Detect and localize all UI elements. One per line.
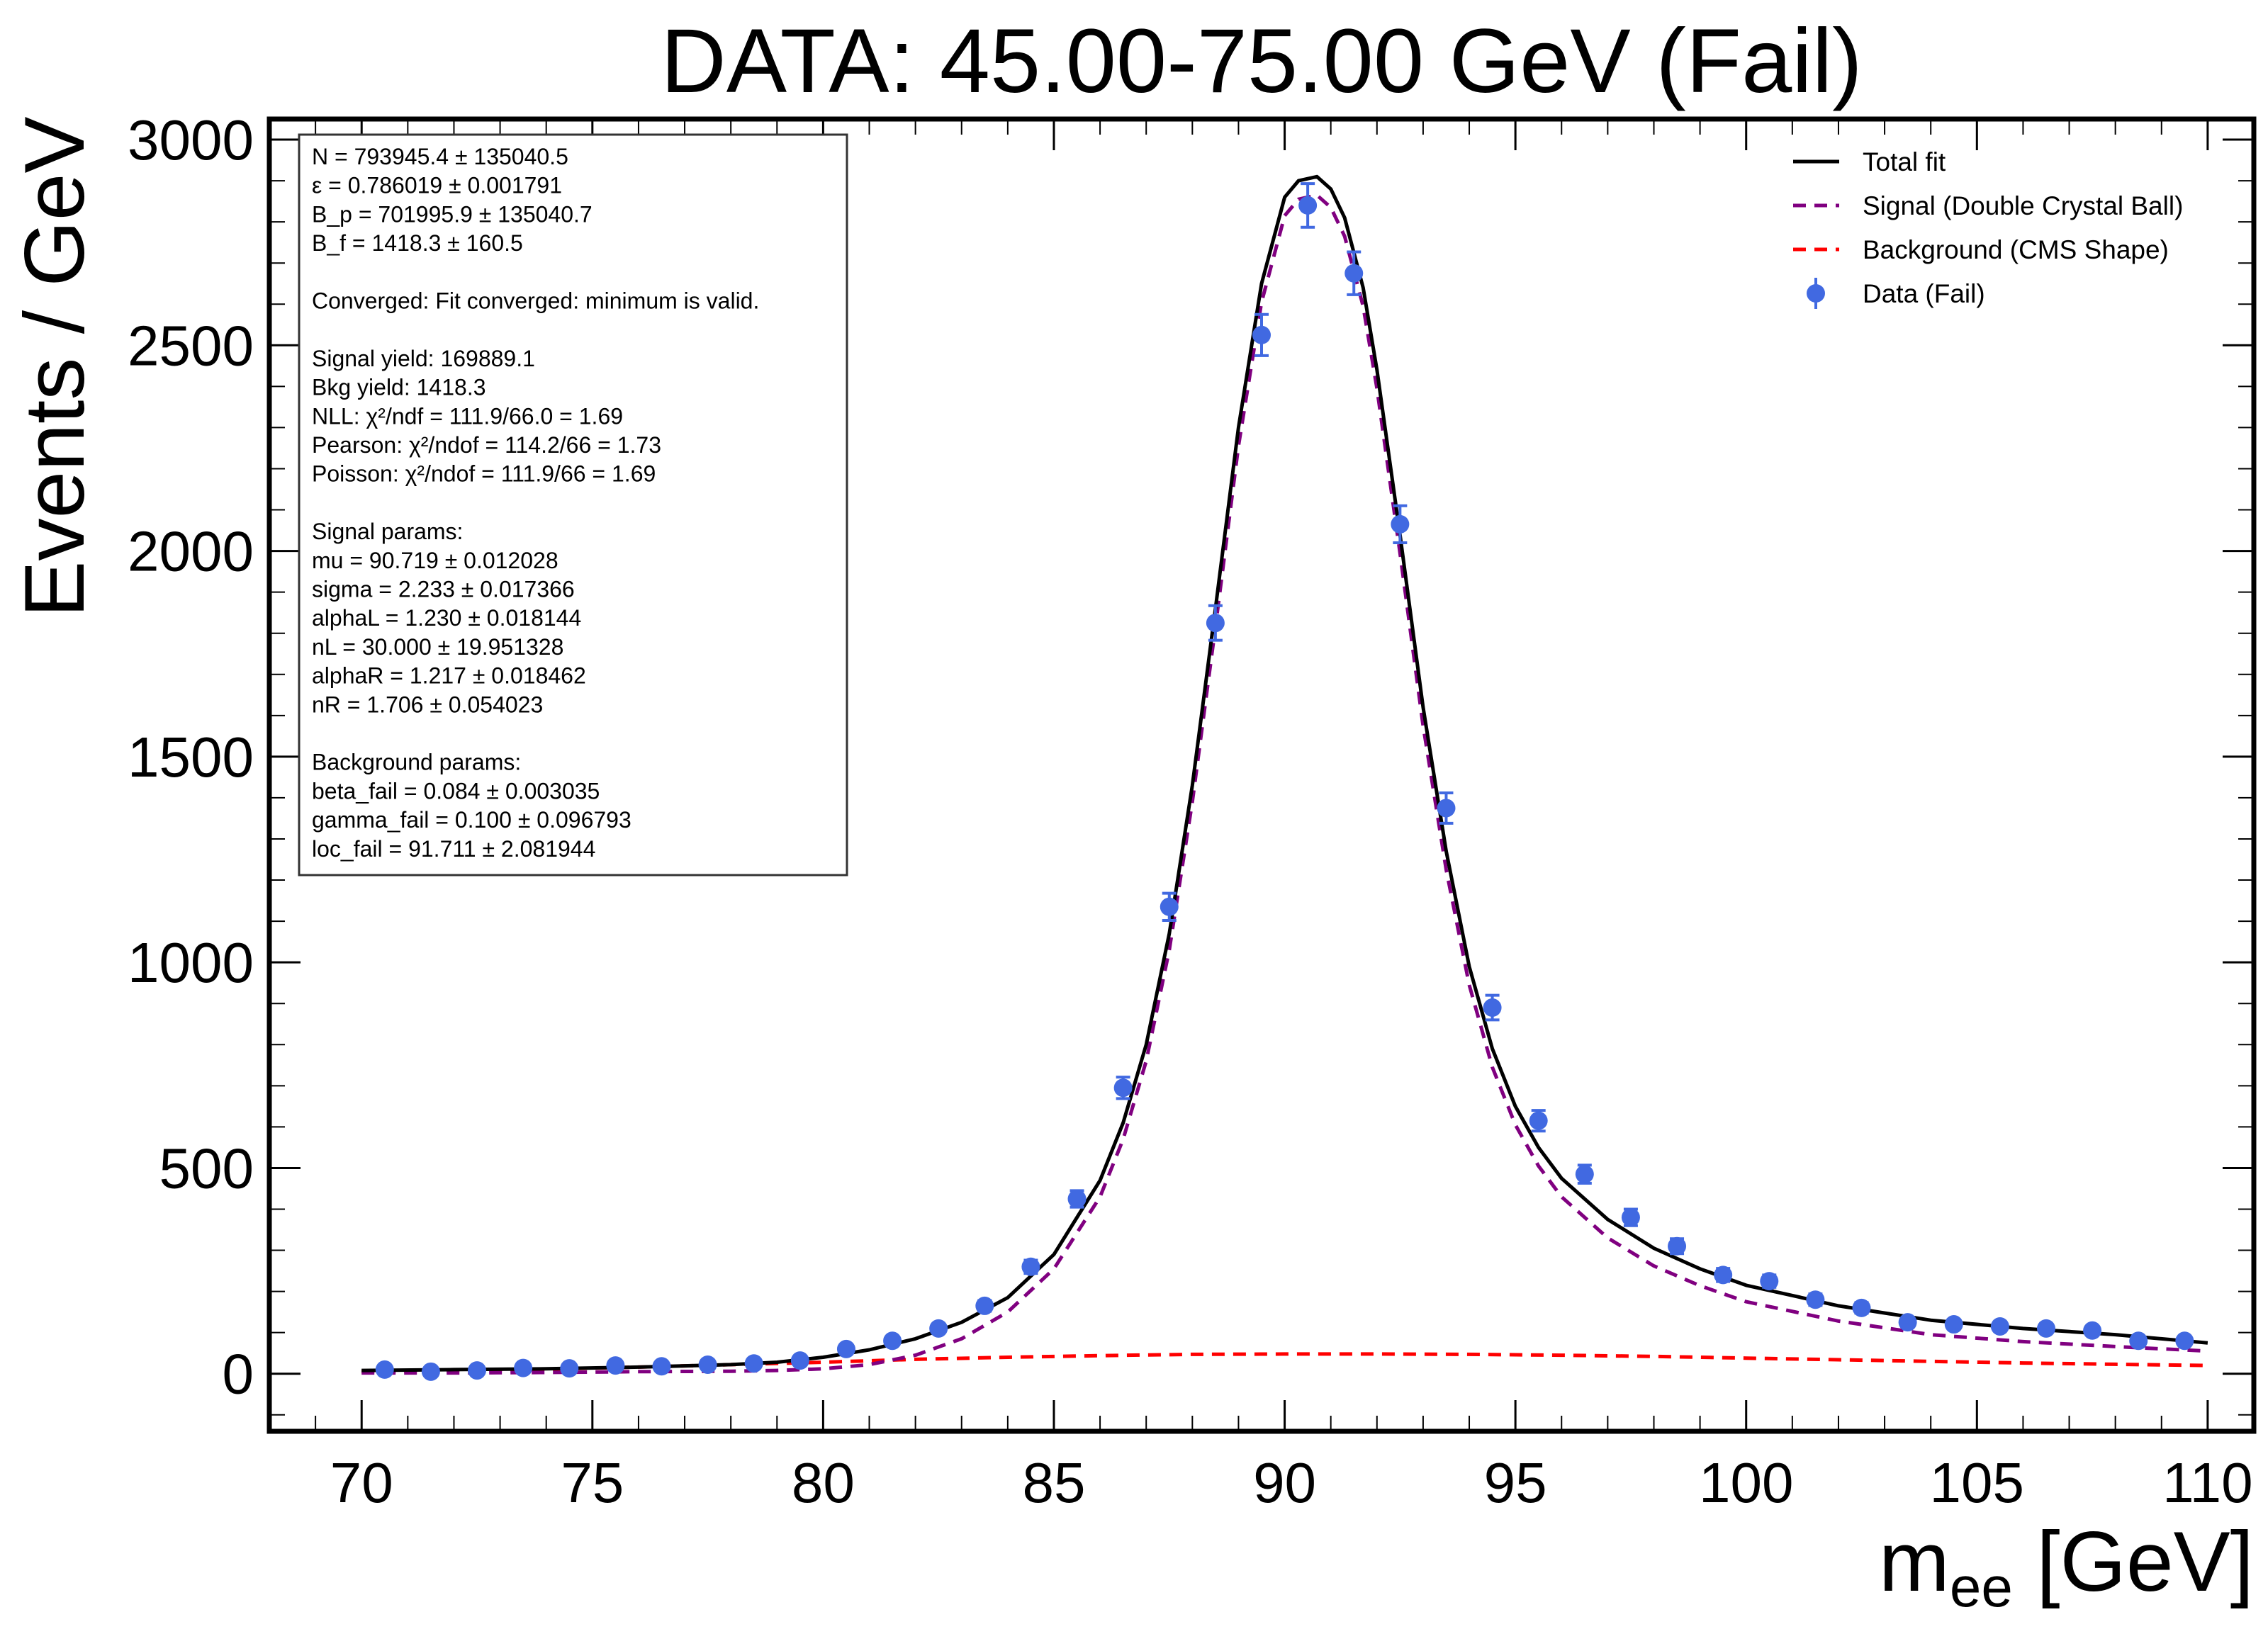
stats-line: N = 793945.4 ± 135040.5 (312, 144, 568, 169)
plot-frame (266, 116, 2257, 1434)
data-point (1806, 1290, 1825, 1309)
data-point (1760, 1272, 1779, 1291)
x-axis-label-unit: [GeV] (2013, 1514, 2254, 1609)
stats-line: B_p = 701995.9 ± 135040.7 (312, 201, 593, 227)
stats-line: Pearson: χ²/ndof = 114.2/66 = 1.73 (312, 432, 661, 458)
stats-line: beta_fail = 0.084 ± 0.003035 (312, 778, 600, 804)
data-point (560, 1359, 579, 1378)
x-axis-label: mee [GeV] (1879, 1514, 2254, 1618)
data-point (1852, 1298, 1871, 1317)
data-point (2175, 1331, 2194, 1351)
data-point (1160, 897, 1179, 916)
data-point (1621, 1208, 1640, 1227)
x-axis-label-main: m (1879, 1514, 1950, 1609)
stats-line: loc_fail = 91.711 ± 2.081944 (312, 836, 595, 862)
legend-label: Background (CMS Shape) (1863, 235, 2169, 264)
data-point (1898, 1313, 1917, 1332)
y-tick-label: 500 (159, 1137, 254, 1200)
stats-line: B_f = 1418.3 ± 160.5 (312, 230, 523, 256)
stats-line: gamma_fail = 0.100 ± 0.096793 (312, 807, 631, 833)
y-tick-label: 0 (223, 1343, 254, 1406)
data-point (421, 1362, 440, 1381)
stats-line: Poisson: χ²/ndof = 111.9/66 = 1.69 (312, 461, 656, 487)
data-point (468, 1361, 487, 1380)
x-tick-label: 110 (2162, 1451, 2253, 1514)
y-tick-label: 2000 (128, 520, 254, 583)
stats-line: nL = 30.000 ± 19.951328 (312, 634, 563, 660)
data-point (2083, 1321, 2102, 1340)
stats-line: alphaR = 1.217 ± 0.018462 (312, 663, 586, 689)
data-point (1113, 1078, 1133, 1098)
legend-label: Data (Fail) (1863, 279, 1985, 308)
data-point (975, 1296, 994, 1315)
y-tick-label: 2500 (128, 314, 254, 377)
data-point (1067, 1189, 1087, 1208)
data-point (606, 1356, 625, 1375)
chart-title: DATA: 45.00-75.00 GeV (Fail) (661, 11, 1863, 112)
x-axis-label-subscript: ee (1950, 1555, 2013, 1618)
x-tick-label: 85 (1022, 1451, 1085, 1514)
legend-label: Signal (Double Crystal Ball) (1863, 191, 2183, 220)
data-point (2129, 1331, 2148, 1351)
stats-line: NLL: χ²/ndf = 111.9/66.0 = 1.69 (312, 403, 623, 429)
data-point (1391, 514, 1410, 534)
y-tick-label: 3000 (128, 108, 254, 171)
legend: Total fit Signal (Double Crystal Ball) Bac… (1793, 147, 2183, 309)
total-fit-curve (361, 174, 2208, 1372)
data-point (1483, 998, 1502, 1018)
data-point (790, 1351, 809, 1370)
stats-box-frame (298, 133, 848, 876)
data-point (1529, 1111, 1548, 1130)
stats-line: Converged: Fit converged: minimum is val… (312, 288, 759, 314)
x-tick-label: 105 (1930, 1451, 2024, 1514)
data-point (1990, 1317, 2009, 1336)
background-curve (361, 1352, 2208, 1374)
data-point (652, 1357, 671, 1376)
data-point (1021, 1257, 1040, 1276)
data-point (1252, 325, 1271, 344)
data-point (1944, 1315, 1963, 1334)
stats-line: ε = 0.786019 ± 0.001791 (312, 173, 562, 198)
data-point (1437, 799, 1456, 818)
x-tick-label: 75 (561, 1451, 624, 1514)
stats-line: nR = 1.706 ± 0.054023 (312, 692, 543, 717)
x-tick-label: 90 (1253, 1451, 1316, 1514)
y-axis-label: Events / GeV (7, 117, 102, 618)
data-point (1206, 614, 1225, 633)
stats-line: mu = 90.719 ± 0.012028 (312, 548, 558, 573)
fit-stats-box: N = 793945.4 ± 135040.5 ε = 0.786019 ± 0.… (298, 133, 848, 876)
data-point (1344, 264, 1364, 283)
stats-line: alphaL = 1.230 ± 0.018144 (312, 605, 581, 631)
stats-line: Bkg yield: 1418.3 (312, 375, 486, 400)
data-point (1575, 1165, 1594, 1184)
data-point (2036, 1319, 2055, 1338)
data-point (883, 1331, 902, 1351)
stats-line: sigma = 2.233 ± 0.017366 (312, 577, 575, 602)
stats-line: Signal yield: 169889.1 (312, 346, 535, 371)
data-point (514, 1358, 533, 1377)
data-point (1668, 1236, 1687, 1256)
legend-label: Total fit (1863, 147, 1946, 176)
plot-area: 70 75 80 85 90 95 100 105 110 0 500 1000 1500 2000 250… (128, 108, 2257, 1514)
stats-line: Background params: (312, 750, 521, 775)
legend-marker (1807, 284, 1825, 303)
x-tick-label: 70 (330, 1451, 393, 1514)
x-tick-label: 95 (1484, 1451, 1547, 1514)
y-tick-label: 1500 (128, 726, 254, 789)
x-tick-label: 100 (1699, 1451, 1793, 1514)
data-point (375, 1360, 394, 1379)
y-tick-label: 1000 (128, 931, 254, 994)
stats-line: Signal params: (312, 519, 463, 544)
data-point (1298, 196, 1318, 215)
data-point (744, 1354, 763, 1373)
data-point (929, 1319, 948, 1338)
data-point (836, 1339, 855, 1358)
data-point (1714, 1266, 1733, 1285)
data-point (698, 1355, 717, 1374)
x-tick-label: 80 (792, 1451, 855, 1514)
